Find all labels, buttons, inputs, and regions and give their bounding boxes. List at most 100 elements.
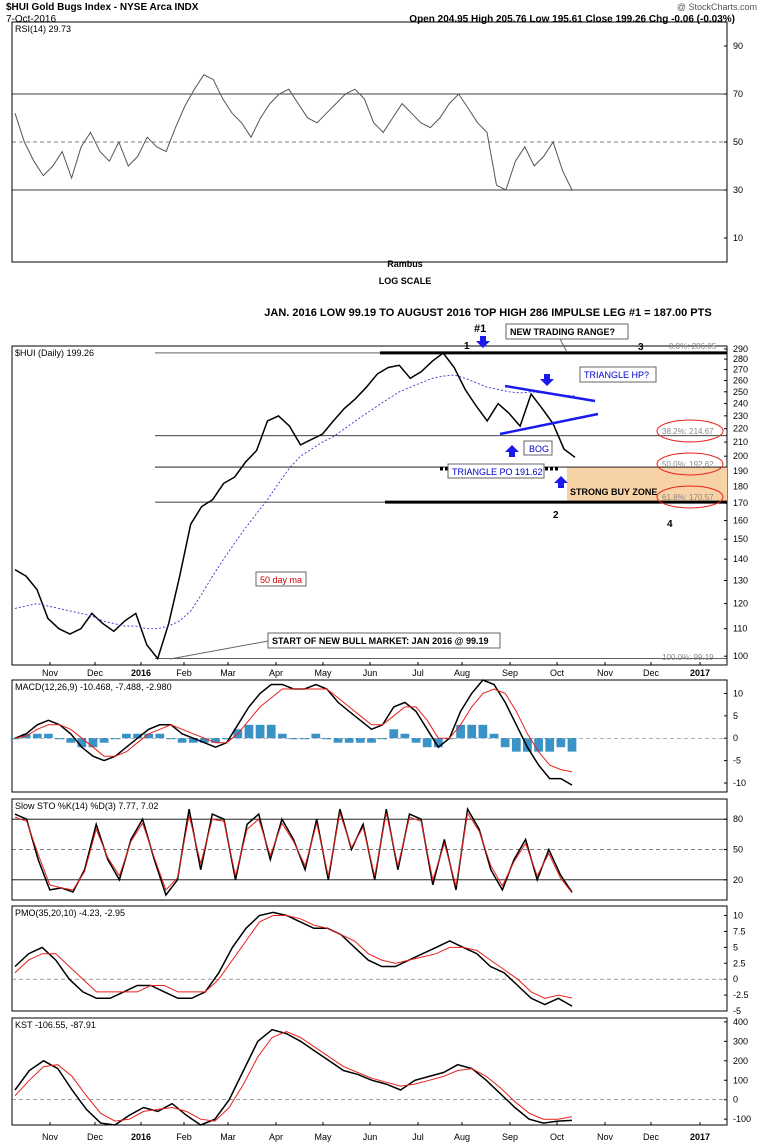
macd-histogram-bar xyxy=(456,724,465,739)
callout-box-range xyxy=(505,323,629,340)
y-tick-label: 270 xyxy=(733,365,748,375)
fib-circle xyxy=(656,452,724,476)
macd-histogram-bar xyxy=(222,738,232,740)
x-tick-label: Dec xyxy=(87,668,104,678)
y-tick-label: 230 xyxy=(733,411,748,421)
macd-histogram-bar xyxy=(523,738,532,752)
macd-histogram-bar xyxy=(567,738,577,752)
macd-histogram-bar xyxy=(200,738,209,743)
point-3-label: 3 xyxy=(638,342,644,353)
hash1-label: #1 xyxy=(474,323,486,335)
series-line-MACD-0 xyxy=(14,679,573,786)
panel-frame-MACD xyxy=(11,679,728,793)
x-tick-label: 2016 xyxy=(131,668,151,678)
series-line-MACD-1 xyxy=(14,688,573,773)
y-tick-label: 200 xyxy=(733,1056,748,1066)
rambus-label: Rambus xyxy=(387,259,423,269)
x-tick-label: May xyxy=(314,668,332,678)
series-line-KST-1 xyxy=(14,1031,573,1122)
macd-histogram-bar xyxy=(400,733,410,739)
y-tick-label: 7.5 xyxy=(733,926,746,936)
triangle-upper-line xyxy=(504,384,596,403)
x-tick-label: Dec xyxy=(643,668,660,678)
x-tick-label: Jul xyxy=(412,668,424,678)
start-bull-pointer xyxy=(169,640,269,660)
macd-histogram-bar xyxy=(66,738,76,743)
callout-box-triangle-po xyxy=(447,463,545,479)
x-tick-label: Oct xyxy=(550,1132,565,1142)
y-tick-label: 10 xyxy=(733,911,743,921)
x-tick-label: Aug xyxy=(454,1132,470,1142)
x-tick-label: Nov xyxy=(42,668,59,678)
fib-label-382: 38.2%: 214.67 xyxy=(662,427,714,436)
series-line-PMO-0 xyxy=(14,911,573,1007)
macd-histogram-bar xyxy=(500,738,510,748)
series-line-Price-0 xyxy=(14,351,576,661)
y-tick-label: 50 xyxy=(733,137,743,147)
x-tick-label: 2016 xyxy=(131,1132,151,1142)
point-2-label: 2 xyxy=(553,510,559,521)
panel-label-RSI: RSI(14) 29.73 xyxy=(15,24,71,34)
y-tick-label: 90 xyxy=(733,41,743,51)
x-tick-label: Aug xyxy=(454,668,470,678)
x-tick-label: Nov xyxy=(597,668,614,678)
callout-box-start-bull xyxy=(267,632,501,649)
y-tick-label: 0 xyxy=(733,733,738,743)
headline-annotation: JAN. 2016 LOW 99.19 TO AUGUST 2016 TOP H… xyxy=(264,307,711,319)
macd-histogram-bar xyxy=(333,738,343,743)
fib-label-50: 50.0%: 192.62 xyxy=(662,460,714,469)
macd-histogram-bar xyxy=(422,738,432,748)
macd-histogram-bar xyxy=(10,738,20,740)
y-tick-label: 50 xyxy=(733,845,743,855)
macd-histogram-bar xyxy=(77,738,87,748)
panel-label-Price: $HUI (Daily) 199.26 xyxy=(15,348,94,358)
macd-histogram-bar xyxy=(467,724,477,739)
arrow-up-icon xyxy=(505,445,519,457)
macd-histogram-bar xyxy=(88,738,98,748)
panel-frame-PMO xyxy=(11,905,728,1012)
macd-histogram-bar xyxy=(355,738,365,743)
x-tick-label: Jun xyxy=(363,668,378,678)
x-tick-label: 2017 xyxy=(690,668,710,678)
y-tick-label: 100 xyxy=(733,1075,748,1085)
y-tick-label: 140 xyxy=(733,554,748,564)
panel-label-MACD: MACD(12,26,9) -10.468, -7.488, -2.980 xyxy=(15,682,172,692)
macd-histogram-bar xyxy=(511,738,521,752)
macd-histogram-bar xyxy=(133,733,142,739)
macd-histogram-bar xyxy=(322,738,332,740)
x-tick-label: Dec xyxy=(87,1132,104,1142)
macd-histogram-bar xyxy=(32,733,42,739)
fib-label-100: 100.0%: 99.19 xyxy=(662,653,714,662)
macd-histogram-bar xyxy=(155,733,165,739)
watermark: @ StockCharts.com xyxy=(676,2,757,12)
macd-histogram-bar xyxy=(144,733,154,739)
macd-histogram-bar xyxy=(411,738,421,743)
macd-histogram-bar xyxy=(378,738,387,740)
y-tick-label: 110 xyxy=(733,624,747,634)
series-line-Price-1 xyxy=(14,374,576,630)
y-tick-label: 70 xyxy=(733,89,743,99)
panel-label-STO: Slow STO %K(14) %D(3) 7.77, 7.02 xyxy=(15,801,158,811)
y-tick-label: 240 xyxy=(733,399,748,409)
y-tick-label: 0 xyxy=(733,1095,738,1105)
y-tick-label: 170 xyxy=(733,498,748,508)
callout-box-50ma xyxy=(255,571,307,587)
arrow-up-icon xyxy=(554,476,568,488)
y-tick-label: -100 xyxy=(733,1114,751,1124)
y-tick-label: -10 xyxy=(733,778,746,788)
y-tick-label: 290 xyxy=(733,344,748,354)
callout-box-triangle-hp xyxy=(579,366,657,383)
macd-histogram-bar xyxy=(556,738,566,748)
x-tick-label: Nov xyxy=(42,1132,59,1142)
fifty-day-ma-label: 50 day ma xyxy=(260,575,302,585)
macd-histogram-bar xyxy=(244,724,254,739)
header-date: 7-Oct-2016 xyxy=(6,14,57,25)
macd-histogram-bar xyxy=(211,738,220,743)
macd-histogram-bar xyxy=(311,733,321,739)
x-tick-label: Sep xyxy=(502,668,518,678)
macd-histogram-bar xyxy=(489,733,499,739)
macd-histogram-bar xyxy=(166,738,176,740)
y-tick-label: 20 xyxy=(733,875,743,885)
y-tick-label: 400 xyxy=(733,1017,748,1027)
